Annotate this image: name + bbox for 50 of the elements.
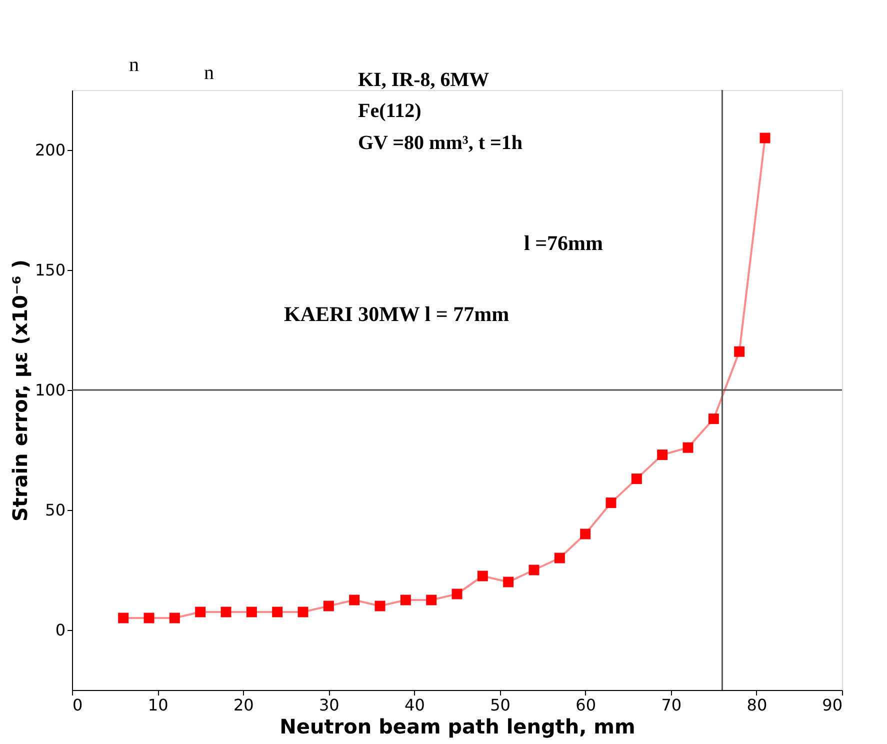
annotation: KI, IR-8, 6MW	[358, 69, 490, 91]
point	[144, 612, 154, 624]
x-tick-label: 20	[233, 696, 254, 714]
x-axis-title: Neutron beam path length, mm	[280, 714, 636, 738]
annotation: GV =80 mm³, t =1h	[358, 132, 523, 154]
point	[195, 606, 206, 618]
x-tick-label: 90	[822, 696, 842, 714]
annotation: Fe(112)	[358, 100, 422, 122]
point	[631, 474, 642, 484]
point	[169, 612, 180, 624]
point	[477, 570, 488, 582]
x-tick-label: 40	[404, 696, 425, 714]
text: n	[204, 62, 214, 84]
y-tick-label: 200	[34, 140, 66, 160]
point	[452, 588, 462, 600]
point	[400, 594, 411, 606]
x-tick-label: 0	[72, 696, 83, 714]
point	[220, 606, 232, 618]
point	[760, 132, 770, 144]
point	[374, 600, 386, 612]
x-tick-label: 30	[318, 696, 340, 714]
point	[349, 594, 360, 606]
point	[272, 606, 283, 618]
y-tick-label: 100	[34, 380, 66, 400]
point	[503, 576, 514, 588]
point	[298, 606, 308, 618]
point	[734, 346, 745, 357]
point	[118, 612, 129, 624]
y-tick-label: 0	[55, 620, 66, 640]
point	[426, 594, 437, 606]
point	[682, 442, 694, 453]
point	[554, 552, 565, 564]
x-tick-label: 10	[148, 696, 168, 714]
x-tick-label: 60	[576, 696, 596, 714]
annotation: l =76mm	[524, 231, 604, 255]
y-tick-label: 50	[45, 500, 66, 520]
y-tick-label: 150	[34, 260, 66, 280]
point	[246, 606, 257, 618]
x-tick-label: 80	[746, 696, 768, 714]
y-axis-title: Strain error, με (x10⁻⁶ )	[8, 259, 32, 522]
x-tick-label: 50	[490, 696, 510, 714]
point	[708, 414, 719, 424]
annotation: KAERI 30MW l = 77mm	[284, 302, 510, 326]
point	[606, 498, 616, 508]
point	[657, 450, 668, 460]
text: n	[129, 54, 139, 76]
x-tick-label: 70	[661, 696, 682, 714]
point	[528, 564, 540, 576]
point	[323, 600, 334, 612]
point	[580, 528, 591, 540]
